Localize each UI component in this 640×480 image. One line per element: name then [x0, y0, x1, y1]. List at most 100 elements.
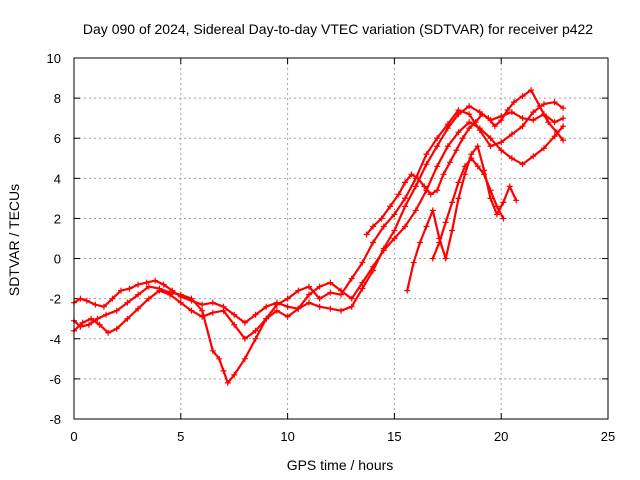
data-point [216, 355, 223, 362]
data-point [77, 323, 84, 330]
y-axis-label: SDTVAR / TECUs [6, 184, 22, 296]
data-point [263, 303, 270, 310]
data-point [421, 183, 428, 190]
data-point [487, 143, 494, 150]
data-point [423, 161, 430, 168]
series-line [431, 157, 505, 260]
data-point [485, 115, 492, 122]
data-point [380, 247, 387, 254]
data-point [478, 111, 485, 118]
series-track-1 [71, 103, 567, 326]
data-point [455, 129, 462, 136]
data-point [491, 123, 498, 130]
x-tick-label: 20 [494, 429, 508, 444]
data-point [417, 239, 424, 246]
data-point [199, 307, 206, 314]
data-point [395, 191, 402, 198]
data-point [551, 99, 558, 106]
data-point [468, 155, 475, 162]
data-point [530, 117, 537, 124]
data-point [387, 203, 394, 210]
data-point [231, 371, 238, 378]
data-point [429, 207, 436, 214]
data-point [117, 287, 124, 294]
data-point [508, 131, 515, 138]
data-point [103, 311, 110, 318]
data-point [500, 199, 507, 206]
data-point [560, 115, 567, 122]
data-point [511, 99, 518, 106]
data-point [536, 103, 543, 110]
data-point [391, 211, 398, 218]
data-point [560, 123, 567, 130]
data-point [472, 119, 479, 126]
x-tick-label: 10 [280, 429, 294, 444]
data-point [113, 325, 120, 332]
data-point [528, 87, 535, 94]
series-track-4 [363, 87, 567, 238]
data-point [551, 133, 558, 140]
data-point [455, 195, 462, 202]
data-point [92, 301, 99, 308]
data-point [145, 283, 152, 290]
data-point [85, 321, 92, 328]
data-point [560, 137, 567, 144]
data-point [481, 171, 488, 178]
data-point [380, 223, 387, 230]
data-point [434, 187, 441, 194]
x-tick-label: 5 [177, 429, 184, 444]
data-point [79, 319, 86, 326]
plot-frame [73, 57, 609, 420]
data-point [466, 119, 473, 126]
y-tick-label: 6 [54, 131, 61, 146]
data-point [476, 127, 483, 134]
data-point [553, 129, 560, 136]
series-track-6 [429, 155, 507, 262]
data-point [487, 187, 494, 194]
data-point [100, 303, 107, 310]
data-point [493, 203, 500, 210]
data-point [391, 235, 398, 242]
data-point [442, 219, 449, 226]
data-point [466, 103, 473, 110]
data-point [466, 111, 473, 118]
chart-title: Day 090 of 2024, Sidereal Day-to-day VTE… [83, 21, 593, 37]
data-point [519, 161, 526, 168]
data-point [295, 305, 302, 312]
y-tick-label: 0 [54, 252, 61, 267]
data-point [498, 139, 505, 146]
data-point [414, 175, 421, 182]
data-point [370, 263, 377, 270]
data-point [359, 279, 366, 286]
data-point [370, 223, 377, 230]
data-point [273, 301, 280, 308]
series-track-2 [71, 119, 567, 342]
data-point [442, 255, 449, 262]
data-point [493, 211, 500, 218]
data-point [513, 197, 520, 204]
data-point [474, 143, 481, 150]
data-point [378, 215, 385, 222]
data-point [404, 287, 411, 294]
y-tick-label: 8 [54, 91, 61, 106]
data-point [540, 145, 547, 152]
data-point [440, 171, 447, 178]
data-point [209, 347, 216, 354]
data-point [273, 307, 280, 314]
data-point [461, 171, 468, 178]
data-point [156, 285, 163, 292]
data-point [408, 171, 415, 178]
x-tick-label: 15 [387, 429, 401, 444]
data-point [284, 295, 291, 302]
y-tick-label: -8 [49, 412, 61, 427]
data-point [220, 367, 227, 374]
axis-ticks [73, 57, 609, 420]
data-point [498, 147, 505, 154]
data-point [96, 321, 103, 328]
data-point [83, 297, 90, 304]
series-track-3 [71, 99, 567, 386]
data-point [124, 299, 131, 306]
data-series [71, 87, 567, 386]
y-tick-label: -2 [49, 292, 61, 307]
data-point [177, 291, 184, 298]
